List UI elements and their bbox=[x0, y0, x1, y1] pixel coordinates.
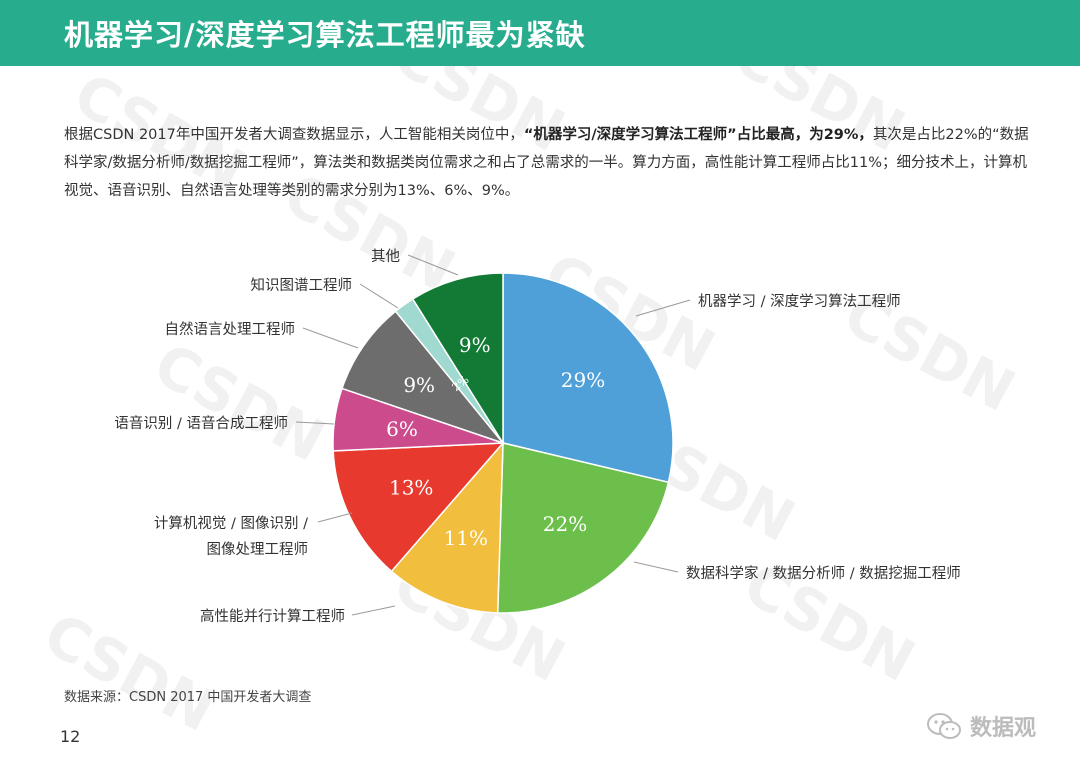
brand-badge: 数据观 bbox=[926, 710, 1036, 742]
category-label: 计算机视觉 / 图像识别 / bbox=[154, 515, 308, 532]
intro-text-2: 其次是占比22%的“数据科学家/数据分析师/数据挖掘工程师”，算法类和数据类岗位… bbox=[64, 127, 1029, 199]
brand-name: 数据观 bbox=[970, 716, 1037, 741]
data-label: 22% bbox=[543, 512, 587, 536]
category-label: 自然语言处理工程师 bbox=[165, 321, 296, 338]
data-label: 9% bbox=[459, 333, 491, 357]
leader-line bbox=[351, 605, 396, 616]
category-label: 图像处理工程师 bbox=[207, 541, 309, 558]
data-label: 9% bbox=[403, 373, 435, 397]
data-label: 13% bbox=[389, 476, 433, 500]
page-title: 机器学习/深度学习算法工程师最为紧缺 bbox=[64, 18, 586, 52]
leader-line bbox=[295, 421, 335, 425]
pie-slice bbox=[502, 272, 674, 484]
leader-line bbox=[359, 283, 399, 309]
leader-line bbox=[317, 512, 353, 523]
data-label: 29% bbox=[561, 368, 605, 392]
pie-slice bbox=[411, 272, 504, 446]
data-label: 11% bbox=[444, 526, 488, 550]
wechat-icon bbox=[927, 713, 961, 739]
leader-line bbox=[635, 299, 691, 317]
data-source-note: 数据来源：CSDN 2017 中国开发者大调查 bbox=[64, 690, 312, 705]
category-label: 高性能并行计算工程师 bbox=[200, 608, 345, 625]
intro-text-1: 根据CSDN 2017年中国开发者大调查数据显示，人工智能相关岗位中， bbox=[64, 127, 524, 143]
leader-line bbox=[633, 561, 679, 573]
pie-chart: 29%22%11%13%6%9% 2%9%机器学习 / 深度学习算法工程师数据科学… bbox=[114, 248, 961, 625]
leader-line bbox=[407, 254, 459, 276]
pie-slice bbox=[341, 310, 506, 445]
intro-paragraph: 根据CSDN 2017年中国开发者大调查数据显示，人工智能相关岗位中，“机器学习… bbox=[64, 121, 1036, 205]
pie-slice bbox=[332, 442, 505, 573]
pie-slice bbox=[390, 440, 504, 614]
leader-line bbox=[302, 327, 359, 349]
intro-highlight: “机器学习/深度学习算法工程师”占比最高，为29%， bbox=[523, 127, 873, 143]
title-bar: 机器学习/深度学习算法工程师最为紧缺 bbox=[0, 0, 1080, 66]
category-label: 其他 bbox=[371, 248, 400, 265]
pie-slice bbox=[496, 442, 670, 614]
category-label: 数据科学家 / 数据分析师 / 数据挖掘工程师 bbox=[686, 565, 961, 582]
page-number: 12 bbox=[60, 727, 81, 746]
category-label: 语音识别 / 语音合成工程师 bbox=[114, 415, 288, 432]
category-label: 知识图谱工程师 bbox=[251, 277, 353, 294]
data-label: 6% bbox=[386, 417, 418, 441]
category-label: 机器学习 / 深度学习算法工程师 bbox=[698, 293, 901, 310]
